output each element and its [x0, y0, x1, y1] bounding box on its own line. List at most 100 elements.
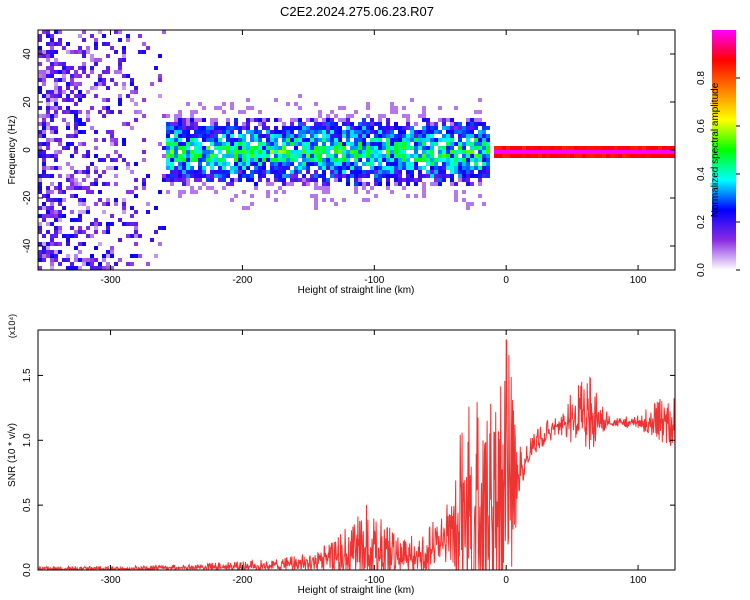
- spectrogram-cell: [362, 142, 366, 146]
- spectrogram-cell: [58, 262, 62, 266]
- spectrogram-cell: [178, 162, 182, 166]
- spectrogram-cell: [442, 150, 446, 154]
- spectrogram-cell: [338, 146, 342, 150]
- spectrogram-cell: [362, 162, 366, 166]
- spectrogram-cell: [90, 162, 94, 166]
- spectrogram-cell: [382, 146, 386, 150]
- spectrogram-cell: [330, 118, 334, 122]
- spectrogram-cell: [378, 134, 382, 138]
- spectrogram-cell: [270, 162, 274, 166]
- spectrogram-cell: [322, 146, 326, 150]
- spectrogram-cell: [102, 78, 106, 82]
- spectrogram-cell: [278, 162, 282, 166]
- spectrogram-cell: [142, 42, 146, 46]
- spectrogram-cell: [42, 246, 46, 250]
- spectrogram-cell: [78, 186, 82, 190]
- spectrogram-cell: [46, 66, 50, 70]
- spectrogram-cell: [366, 106, 370, 110]
- spectrogram-cell: [322, 170, 326, 174]
- spectrogram-cell: [366, 154, 370, 158]
- spectrogram-cell: [86, 190, 90, 194]
- spectrogram-cell: [134, 230, 138, 234]
- spectrogram-cell: [482, 174, 486, 178]
- spectrogram-cell: [346, 182, 350, 186]
- spectrogram-cell: [54, 230, 58, 234]
- spectrogram-cell: [446, 162, 450, 166]
- spectrogram-cell: [318, 166, 322, 170]
- spectrogram-cell: [342, 198, 346, 202]
- spectrogram-cell: [358, 178, 362, 182]
- spectrogram-cell: [378, 126, 382, 130]
- spectrogram-cell: [182, 178, 186, 182]
- spectrogram-cell: [186, 150, 190, 154]
- spectrogram-cell: [290, 150, 294, 154]
- spectrogram-cell: [430, 126, 434, 130]
- spectrogram-cell: [238, 126, 242, 130]
- spectrogram-cell: [358, 182, 362, 186]
- spectrogram-cell: [354, 134, 358, 138]
- spectrogram-x-tick-label: 0: [503, 275, 509, 286]
- spectrogram-cell: [42, 142, 46, 146]
- spectrogram-cell: [586, 150, 590, 154]
- spectrogram-cell: [542, 154, 546, 158]
- spectrogram-cell: [78, 218, 82, 222]
- spectrogram-cell: [54, 130, 58, 134]
- spectrogram-cell: [222, 162, 226, 166]
- spectrogram-cell: [342, 142, 346, 146]
- spectrogram-cell: [306, 146, 310, 150]
- spectrogram-cell: [366, 182, 370, 186]
- spectrogram-cell: [50, 70, 54, 74]
- spectrogram-cell: [54, 126, 58, 130]
- spectrogram-cell: [326, 130, 330, 134]
- spectrogram-cell: [354, 174, 358, 178]
- spectrogram-cell: [98, 110, 102, 114]
- spectrogram-cell: [458, 158, 462, 162]
- spectrogram-cell: [386, 150, 390, 154]
- spectrogram-cell: [378, 138, 382, 142]
- spectrogram-cell: [66, 66, 70, 70]
- spectrogram-cell: [322, 122, 326, 126]
- spectrogram-cell: [266, 118, 270, 122]
- spectrogram-cell: [90, 70, 94, 74]
- spectrogram-cell: [462, 158, 466, 162]
- spectrogram-cell: [206, 134, 210, 138]
- spectrogram-cell: [118, 62, 122, 66]
- spectrogram-cell: [262, 150, 266, 154]
- spectrogram-cell: [42, 126, 46, 130]
- spectrogram-cell: [134, 194, 138, 198]
- spectrogram-cell: [454, 106, 458, 110]
- spectrogram-cell: [102, 138, 106, 142]
- spectrogram-cell: [582, 154, 586, 158]
- spectrogram-cell: [50, 38, 54, 42]
- spectrogram-cell: [230, 106, 234, 110]
- spectrogram-cell: [114, 50, 118, 54]
- spectrogram-cell: [238, 154, 242, 158]
- spectrogram-cell: [54, 242, 58, 246]
- spectrogram-cell: [438, 170, 442, 174]
- spectrogram-cell: [438, 182, 442, 186]
- spectrogram-cell: [282, 166, 286, 170]
- spectrogram-cell: [198, 166, 202, 170]
- spectrogram-cell: [70, 266, 74, 270]
- spectrogram-cell: [386, 158, 390, 162]
- spectrogram-cell: [50, 254, 54, 258]
- spectrogram-cell: [302, 122, 306, 126]
- spectrogram-cell: [262, 166, 266, 170]
- spectrogram-cell: [486, 146, 490, 150]
- spectrogram-cell: [122, 138, 126, 142]
- spectrogram-cell: [350, 154, 354, 158]
- spectrogram-cell: [62, 146, 66, 150]
- spectrogram-cell: [50, 202, 54, 206]
- spectrogram-cell: [58, 90, 62, 94]
- spectrogram-cell: [506, 150, 510, 154]
- spectrogram-cell: [42, 202, 46, 206]
- spectrogram-cell: [218, 162, 222, 166]
- spectrogram-cell: [50, 242, 54, 246]
- spectrogram-cell: [70, 154, 74, 158]
- spectrogram-cell: [54, 154, 58, 158]
- spectrogram-cell: [70, 166, 74, 170]
- spectrogram-cell: [122, 198, 126, 202]
- spectrogram-cell: [402, 106, 406, 110]
- spectrogram-cell: [198, 130, 202, 134]
- spectrogram-cell: [186, 162, 190, 166]
